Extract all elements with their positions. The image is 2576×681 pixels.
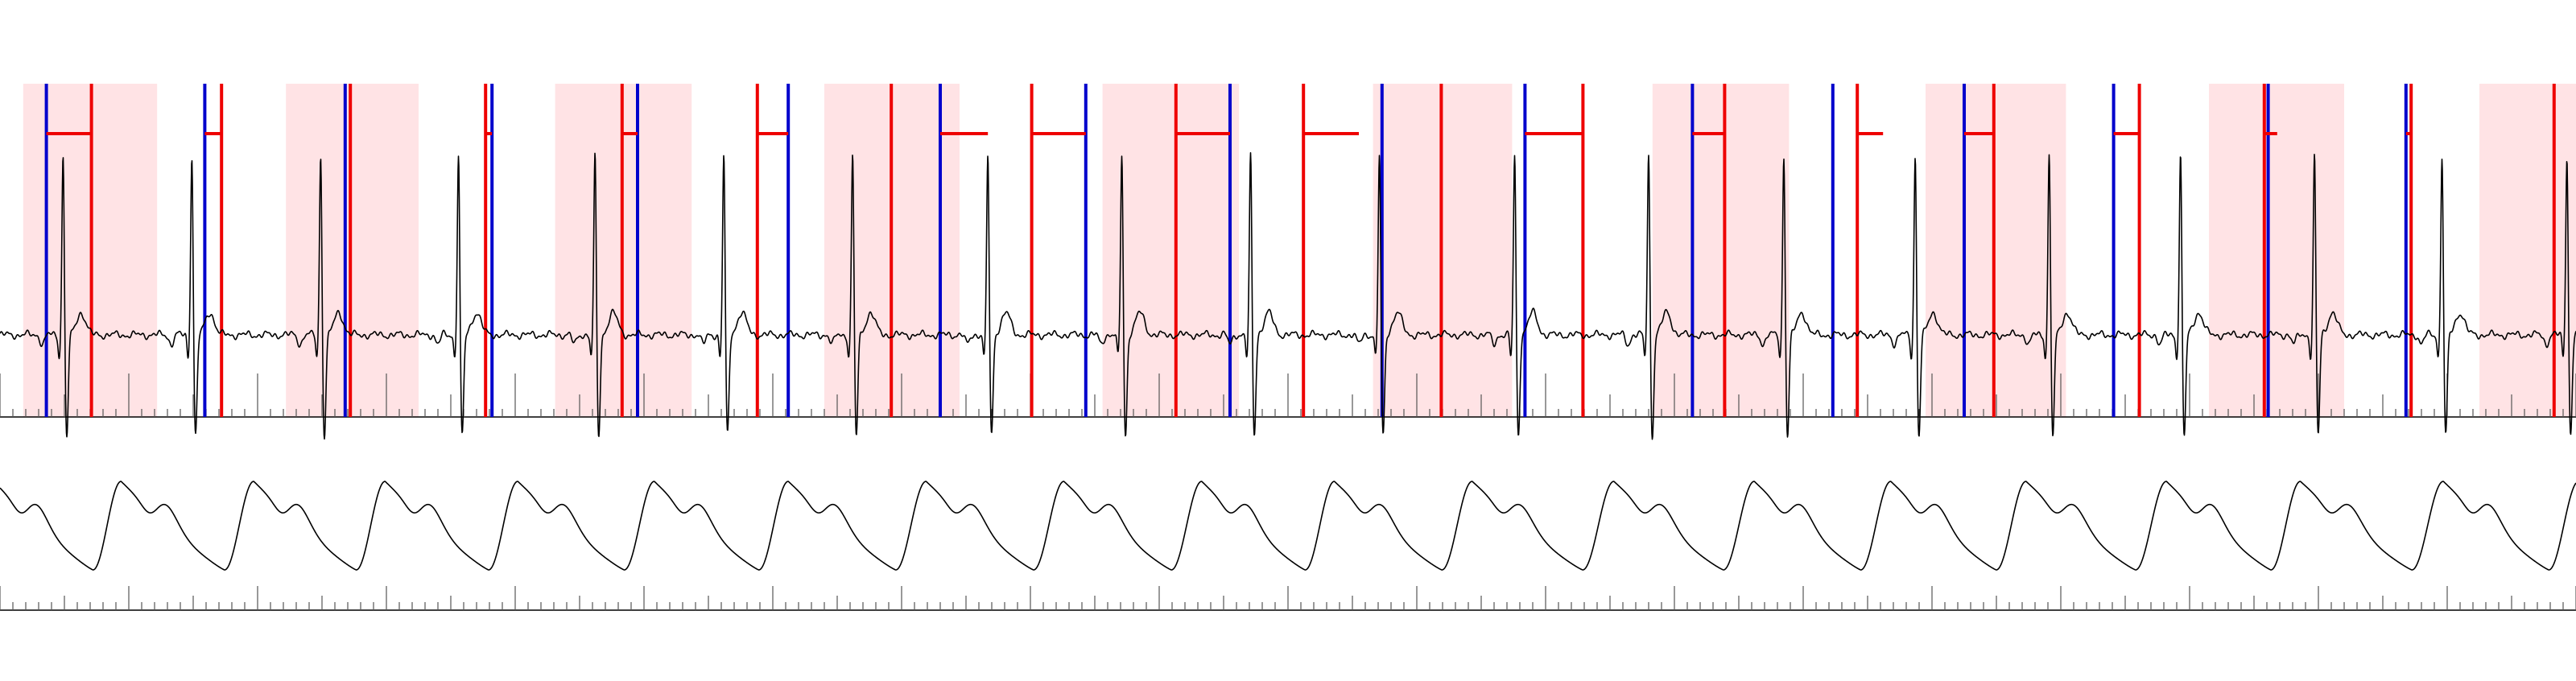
shaded-band <box>2209 84 2344 417</box>
pulse-series-line <box>0 481 2576 571</box>
shaded-band <box>2479 84 2576 417</box>
pulse-trace <box>0 481 2576 571</box>
shaded-bands <box>23 84 2576 417</box>
ecg-trace <box>0 152 2576 440</box>
ecg-series-line <box>0 152 2576 440</box>
pulse-tick-marks <box>0 586 2576 611</box>
event-markers <box>44 84 2556 417</box>
ecg-tick-marks <box>0 374 2576 418</box>
shaded-band <box>1926 84 2066 417</box>
shaded-band <box>1652 84 1790 417</box>
shaded-band <box>286 84 419 417</box>
shaded-band <box>1102 84 1240 417</box>
